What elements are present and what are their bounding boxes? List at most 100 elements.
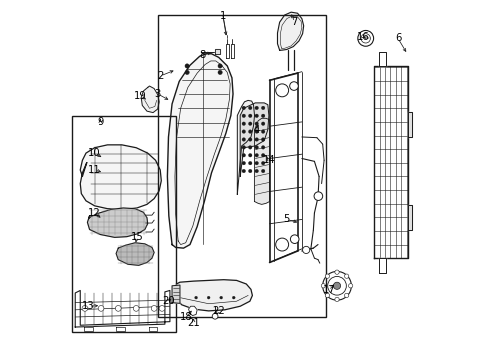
- Circle shape: [334, 297, 339, 302]
- Circle shape: [313, 192, 322, 201]
- Circle shape: [275, 84, 288, 97]
- Bar: [158, 15, 325, 317]
- Circle shape: [261, 153, 264, 157]
- Circle shape: [261, 169, 264, 173]
- Text: 3: 3: [154, 89, 161, 99]
- Circle shape: [248, 114, 251, 118]
- Polygon shape: [116, 327, 125, 331]
- Text: 10: 10: [88, 148, 101, 158]
- Polygon shape: [87, 208, 147, 237]
- Circle shape: [334, 270, 339, 274]
- Polygon shape: [373, 66, 407, 258]
- Polygon shape: [188, 306, 197, 316]
- Circle shape: [194, 296, 197, 299]
- Circle shape: [325, 274, 329, 278]
- Text: 13: 13: [82, 301, 95, 311]
- Circle shape: [133, 306, 139, 311]
- Circle shape: [357, 31, 373, 46]
- Polygon shape: [378, 51, 386, 66]
- Circle shape: [242, 130, 245, 134]
- Circle shape: [184, 70, 189, 75]
- Circle shape: [254, 169, 258, 173]
- Polygon shape: [407, 205, 411, 230]
- Text: 4: 4: [253, 125, 260, 135]
- Circle shape: [254, 106, 258, 110]
- Text: 8: 8: [199, 50, 205, 60]
- Circle shape: [261, 130, 264, 134]
- Circle shape: [242, 122, 245, 126]
- Text: +0c: +0c: [361, 36, 369, 40]
- Circle shape: [344, 293, 348, 298]
- Circle shape: [261, 122, 264, 126]
- Circle shape: [248, 130, 251, 134]
- Text: 6: 6: [394, 33, 400, 43]
- Text: 20: 20: [162, 296, 174, 306]
- Circle shape: [254, 153, 258, 157]
- Circle shape: [207, 296, 210, 299]
- Circle shape: [212, 314, 218, 319]
- Circle shape: [290, 235, 298, 243]
- Circle shape: [232, 296, 235, 299]
- Polygon shape: [80, 145, 161, 210]
- Circle shape: [261, 161, 264, 165]
- Circle shape: [348, 284, 352, 288]
- Text: 2: 2: [157, 71, 163, 81]
- Circle shape: [242, 145, 245, 149]
- Polygon shape: [240, 103, 268, 176]
- Text: 22: 22: [212, 306, 224, 316]
- Circle shape: [248, 122, 251, 126]
- Circle shape: [261, 145, 264, 149]
- Circle shape: [115, 306, 121, 311]
- Circle shape: [261, 138, 264, 141]
- Circle shape: [261, 114, 264, 118]
- Text: 12: 12: [88, 208, 101, 218]
- Circle shape: [242, 169, 245, 173]
- Circle shape: [254, 138, 258, 141]
- Text: 19: 19: [134, 91, 146, 101]
- Text: 17: 17: [322, 285, 334, 296]
- Circle shape: [242, 161, 245, 165]
- Polygon shape: [75, 291, 169, 327]
- Circle shape: [254, 122, 258, 126]
- Circle shape: [254, 130, 258, 134]
- Text: 15: 15: [130, 232, 143, 242]
- Circle shape: [248, 169, 251, 173]
- Text: 5: 5: [283, 215, 289, 224]
- Circle shape: [248, 145, 251, 149]
- Circle shape: [248, 161, 251, 165]
- Polygon shape: [230, 44, 233, 58]
- Polygon shape: [174, 280, 252, 311]
- Text: 9: 9: [97, 117, 103, 127]
- Circle shape: [248, 138, 251, 141]
- Circle shape: [327, 276, 346, 295]
- Polygon shape: [172, 285, 180, 303]
- Circle shape: [275, 238, 288, 251]
- Polygon shape: [225, 44, 228, 58]
- Polygon shape: [148, 327, 157, 331]
- Circle shape: [261, 106, 264, 110]
- Polygon shape: [215, 49, 220, 54]
- Polygon shape: [407, 112, 411, 137]
- Text: 14: 14: [262, 155, 275, 165]
- Circle shape: [218, 70, 222, 75]
- Text: 18: 18: [180, 312, 192, 322]
- Text: 7: 7: [291, 17, 297, 27]
- Circle shape: [159, 306, 164, 311]
- Circle shape: [151, 306, 157, 311]
- Circle shape: [242, 106, 245, 110]
- Circle shape: [289, 82, 298, 90]
- Circle shape: [248, 106, 251, 110]
- Circle shape: [254, 114, 258, 118]
- Polygon shape: [167, 54, 233, 248]
- Circle shape: [184, 64, 189, 68]
- Circle shape: [254, 161, 258, 165]
- Circle shape: [248, 153, 251, 157]
- Circle shape: [325, 293, 329, 298]
- Circle shape: [82, 306, 88, 311]
- Circle shape: [242, 114, 245, 118]
- Circle shape: [98, 306, 104, 311]
- Circle shape: [302, 246, 309, 253]
- Bar: [72, 116, 175, 332]
- Polygon shape: [254, 118, 269, 204]
- Polygon shape: [116, 243, 154, 265]
